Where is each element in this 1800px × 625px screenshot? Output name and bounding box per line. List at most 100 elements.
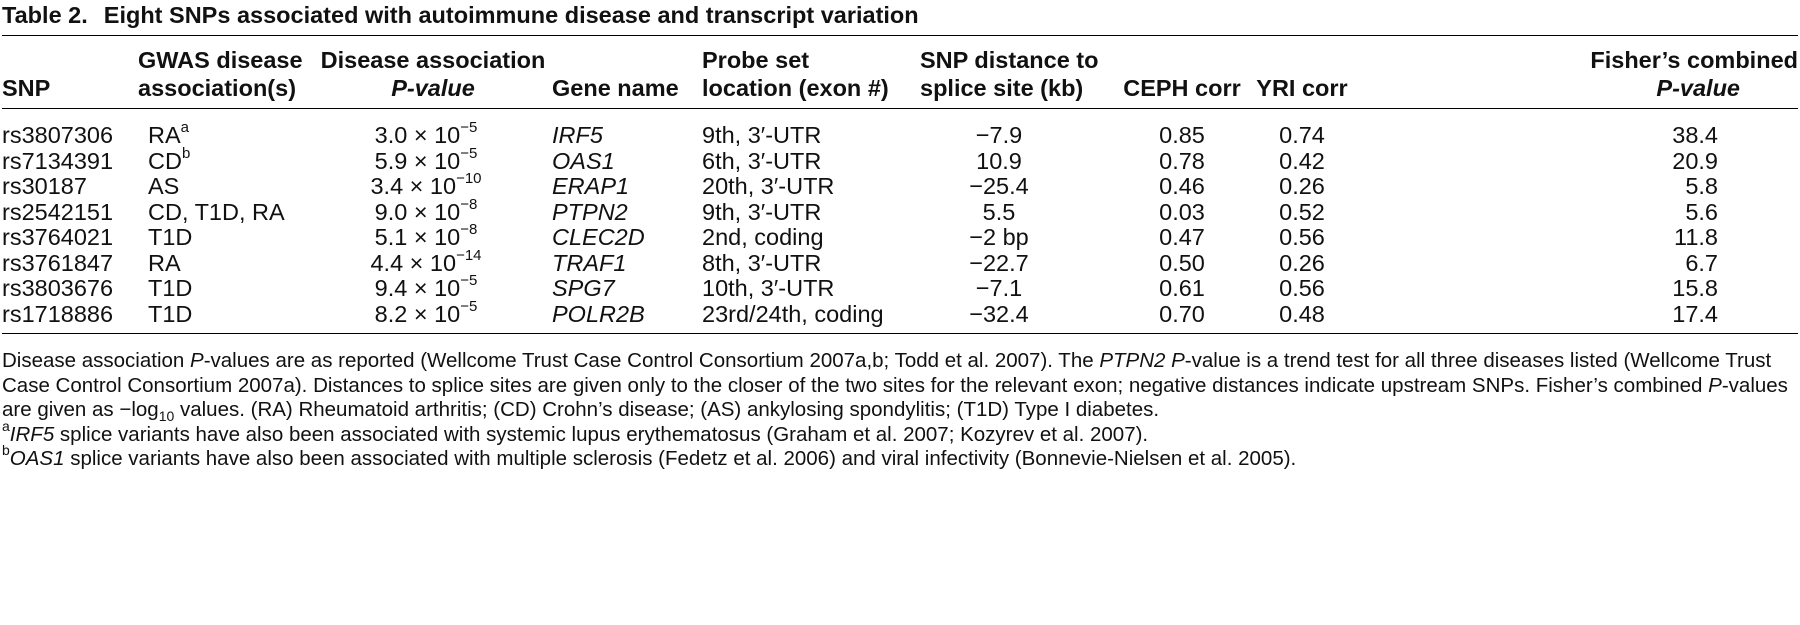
cell-disease-pvalue: 4.4 × 10−14 — [370, 246, 482, 276]
footnote-a: aIRF5 splice variants have also been ass… — [2, 417, 1149, 446]
cell-yri: 0.74 — [1279, 122, 1325, 148]
header-ceph-corr: CEPH corr — [1123, 75, 1241, 101]
cell-fisher: 38.4 — [1672, 122, 1718, 148]
cell-fisher: 5.8 — [1685, 173, 1718, 199]
cell-fisher: 6.7 — [1685, 249, 1718, 276]
table-row: rs7134391 CDb 5.9 × 10−5 OAS1 6th, 3′-UTR 10.… — [2, 144, 1798, 175]
cell-ceph: 0.46 — [1159, 173, 1205, 199]
cell-disease-pvalue: 5.1 × 10−8 — [374, 221, 478, 250]
cell-snp: rs7134391 — [2, 147, 114, 174]
cell-gene: ERAP1 — [552, 173, 630, 199]
cell-location: 6th, 3′-UTR — [702, 147, 822, 174]
cell-disease: T1D — [148, 275, 193, 301]
cell-disease: CDb — [148, 144, 191, 174]
cell-distance: 10.9 — [976, 147, 1022, 174]
cell-distance: 5.5 — [982, 198, 1016, 225]
cell-yri: 0.42 — [1279, 147, 1325, 174]
cell-disease: CD, T1D, RA — [148, 198, 285, 225]
top-rule — [2, 35, 1798, 36]
header-rule — [2, 108, 1798, 109]
cell-distance: −25.4 — [969, 173, 1029, 199]
cell-location: 8th, 3′-UTR — [702, 249, 822, 276]
footnote-marker: a — [180, 119, 189, 137]
cell-disease: T1D — [148, 300, 193, 327]
cell-yri: 0.48 — [1279, 300, 1325, 327]
cell-ceph: 0.50 — [1159, 249, 1205, 276]
cell-yri: 0.52 — [1279, 198, 1325, 225]
bottom-rule — [2, 333, 1798, 334]
cell-disease: T1D — [148, 224, 193, 250]
cell-ceph: 0.47 — [1159, 224, 1205, 250]
cell-disease: RAa — [148, 119, 189, 148]
footnote-b: bOAS1 splice variants have also been ass… — [2, 442, 1297, 470]
cell-gene: POLR2B — [552, 300, 645, 327]
cell-ceph: 0.70 — [1159, 300, 1205, 327]
cell-ceph: 0.61 — [1159, 275, 1205, 301]
footnote-marker: b — [181, 144, 191, 162]
cell-location: 23rd/24th, coding — [702, 300, 884, 327]
table-notes: Disease association P-values are as repo… — [2, 349, 1794, 472]
cell-location: 20th, 3′-UTR — [702, 173, 835, 199]
cell-snp: rs1718886 — [2, 300, 114, 327]
cell-yri: 0.56 — [1279, 224, 1325, 250]
cell-location: 10th, 3′-UTR — [702, 275, 835, 301]
header-gene-name: Gene name — [552, 75, 679, 101]
cell-gene: SPG7 — [552, 275, 615, 301]
cell-snp: rs3764021 — [2, 224, 114, 250]
table-header: SNP GWAS disease association(s) Disease a… — [2, 46, 1798, 102]
cell-ceph: 0.85 — [1159, 122, 1205, 148]
cell-yri: 0.56 — [1279, 275, 1325, 301]
cell-gene: IRF5 — [552, 122, 603, 148]
cell-ceph: 0.03 — [1159, 198, 1205, 225]
cell-location: 9th, 3′-UTR — [702, 122, 822, 148]
table-row: rs2542151 CD, T1D, RA 9.0 × 10−8 PTPN2 9th, … — [2, 195, 1798, 226]
cell-disease: AS — [148, 173, 180, 199]
table-row: rs30187 AS 3.4 × 10−10 ERAP1 20th, 3′-UTR −25… — [2, 170, 1798, 200]
table-caption: Eight SNPs associated with autoimmune di… — [103, 2, 919, 28]
cell-yri: 0.26 — [1279, 173, 1325, 199]
cell-yri: 0.26 — [1279, 249, 1325, 276]
cell-distance: −32.4 — [969, 300, 1029, 327]
cell-distance: −7.9 — [975, 122, 1023, 148]
cell-snp: rs3803676 — [2, 275, 114, 301]
notes-paragraph: Disease association P-values are as repo… — [2, 349, 1788, 425]
header-probe-location: Probe set location (exon #) — [702, 47, 889, 101]
table-row: rs3803676 T1D 9.4 × 10−5 SPG7 10th, 3′-UTR −7… — [2, 272, 1798, 302]
cell-disease-pvalue: 3.0 × 10−5 — [374, 119, 478, 148]
cell-snp: rs2542151 — [2, 198, 114, 225]
header-yri-corr: YRI corr — [1256, 75, 1348, 101]
header-disease-pvalue: Disease association P-value — [320, 47, 546, 101]
header-splice-distance: SNP distance to splice site (kb) — [920, 47, 1099, 101]
header-fisher-pvalue: Fisher’s combined P-value — [1590, 47, 1798, 101]
cell-fisher: 11.8 — [1674, 224, 1718, 250]
cell-location: 2nd, coding — [702, 224, 824, 250]
cell-fisher: 15.8 — [1672, 275, 1718, 301]
cell-gene: OAS1 — [552, 147, 615, 174]
cell-fisher: 20.9 — [1672, 147, 1718, 174]
cell-snp: rs3761847 — [2, 249, 114, 276]
table-label: Table 2. — [2, 2, 88, 28]
table-title: Table 2. Eight SNPs associated with autoi… — [2, 1, 1798, 29]
cell-fisher: 5.6 — [1685, 198, 1718, 225]
cell-distance: −2 bp — [969, 224, 1029, 250]
cell-gene: PTPN2 — [552, 198, 628, 225]
table-row: rs3807306 RAa 3.0 × 10−5 IRF5 9th, 3′-UTR −7.… — [2, 119, 1798, 149]
cell-snp: rs3807306 — [2, 122, 114, 148]
cell-distance: −7.1 — [975, 275, 1023, 301]
cell-fisher: 17.4 — [1672, 300, 1718, 327]
cell-disease-pvalue: 9.0 × 10−8 — [374, 195, 478, 225]
cell-location: 9th, 3′-UTR — [702, 198, 822, 225]
cell-ceph: 0.78 — [1159, 147, 1205, 174]
table-row: rs3764021 T1D 5.1 × 10−8 CLEC2D 2nd, coding −… — [2, 221, 1798, 251]
header-gwas-disease: GWAS disease association(s) — [138, 47, 303, 101]
cell-disease-pvalue: 5.9 × 10−5 — [374, 144, 478, 174]
table-body: rs3807306 RAa 3.0 × 10−5 IRF5 9th, 3′-UTR −7.… — [2, 119, 1798, 327]
cell-disease-pvalue: 9.4 × 10−5 — [374, 272, 478, 301]
cell-disease: RA — [148, 249, 181, 276]
cell-gene: CLEC2D — [552, 224, 645, 250]
cell-distance: −22.7 — [969, 249, 1029, 276]
cell-disease-pvalue: 3.4 × 10−10 — [370, 170, 482, 199]
table-row: rs3761847 RA 4.4 × 10−14 TRAF1 8th, 3′-UTR −2… — [2, 246, 1798, 277]
cell-gene: TRAF1 — [552, 249, 627, 276]
cell-disease-pvalue: 8.2 × 10−5 — [374, 297, 478, 327]
